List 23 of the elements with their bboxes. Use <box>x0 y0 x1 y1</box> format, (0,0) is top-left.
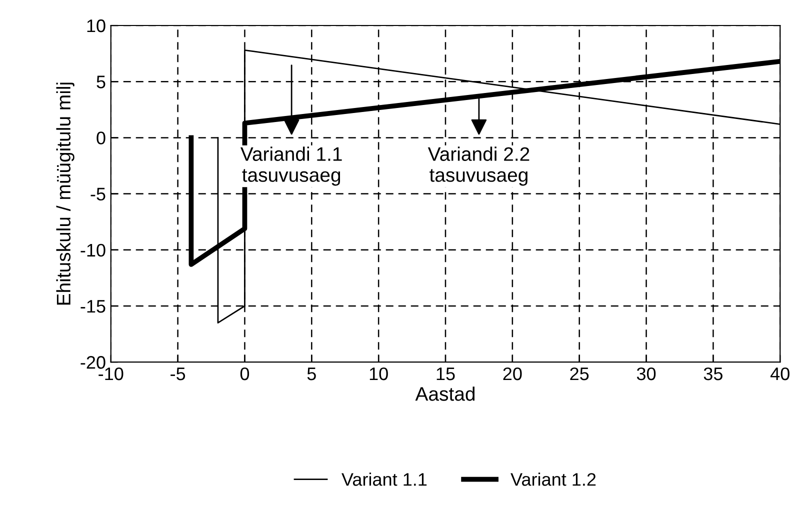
y-tick-label: 5 <box>96 76 106 88</box>
y-tick-label: -20 <box>80 356 106 369</box>
x-tick-label: 15 <box>436 368 455 380</box>
legend-label: Variant 1.2 <box>510 472 596 486</box>
annotation: Variandi 1.1 tasuvusaeg <box>240 146 342 186</box>
annotation: Variandi 2.2 tasuvusaeg <box>428 146 530 186</box>
x-tick-label: 0 <box>240 367 250 380</box>
x-tick-label: -5 <box>170 368 186 380</box>
y-tick-label: -5 <box>90 188 106 201</box>
x-tick-label: 25 <box>570 367 589 380</box>
y-tick-label: -10 <box>80 244 106 257</box>
x-tick-label: 10 <box>370 367 388 380</box>
y-tick-label: 0 <box>96 132 106 144</box>
x-axis-title: Aastad <box>415 386 475 401</box>
y-tick-label: 10 <box>87 19 106 32</box>
x-tick-label: 35 <box>704 367 722 380</box>
x-tick-label: 40 <box>770 367 790 380</box>
x-tick-label: 20 <box>503 367 522 380</box>
y-axis-title: Ehituskulu / müügitulu milj <box>56 82 74 305</box>
y-tick-label: -15 <box>80 300 106 313</box>
x-tick-label: 5 <box>307 368 316 380</box>
x-tick-label: 30 <box>636 367 656 380</box>
legend-label: Variant 1.1 <box>342 472 427 486</box>
